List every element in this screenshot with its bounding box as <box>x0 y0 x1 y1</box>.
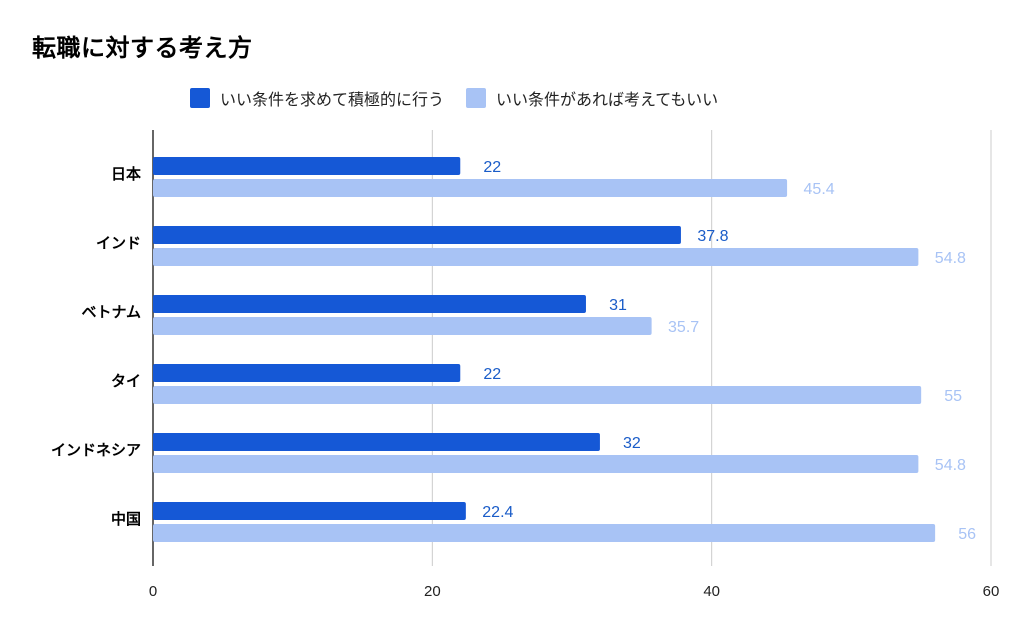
chart-title: 転職に対する考え方 <box>32 34 253 62</box>
category-label: 中国 <box>111 510 141 528</box>
legend-label-series-2: いい条件があれば考えてもいい <box>496 90 719 109</box>
category-label: タイ <box>111 372 141 390</box>
legend-label-series-1: いい条件を求めて積極的に行う <box>220 90 445 109</box>
x-tick-label: 40 <box>703 583 720 600</box>
data-label: 22.4 <box>482 504 513 521</box>
data-label: 56 <box>958 526 976 543</box>
category-label: インドネシア <box>51 441 141 459</box>
bar <box>153 364 461 382</box>
data-label: 31 <box>609 297 627 314</box>
bar <box>153 226 681 244</box>
x-tick-label: 0 <box>149 583 157 600</box>
legend-item-series-1: いい条件を求めて積極的に行う <box>190 86 444 110</box>
bar <box>153 386 922 404</box>
data-label: 54.8 <box>935 250 966 267</box>
data-label: 35.7 <box>668 319 699 336</box>
data-label: 45.4 <box>804 181 835 198</box>
category-label: 日本 <box>111 165 141 183</box>
bar <box>153 157 461 175</box>
category-label: インド <box>96 234 141 252</box>
legend-swatch-series-2 <box>466 88 487 108</box>
bar <box>153 248 919 266</box>
bar <box>153 433 600 451</box>
data-label: 55 <box>944 388 962 405</box>
data-label: 37.8 <box>697 228 728 245</box>
legend: いい条件を求めて積極的に行う いい条件があれば考えてもいい <box>190 86 740 110</box>
x-tick-label: 20 <box>424 583 441 600</box>
category-label: ベトナム <box>81 303 141 321</box>
data-label: 22 <box>483 366 501 383</box>
bar <box>153 295 586 313</box>
x-tick-label: 60 <box>983 583 1000 600</box>
bar <box>153 179 788 197</box>
bar <box>153 455 919 473</box>
bar <box>153 502 466 520</box>
bar <box>153 524 936 542</box>
data-label: 54.8 <box>935 457 966 474</box>
data-label: 32 <box>623 435 641 452</box>
legend-swatch-series-1 <box>190 88 210 108</box>
bar <box>153 317 652 335</box>
data-label: 22 <box>483 159 501 176</box>
legend-item-series-2: いい条件があれば考えてもいい <box>466 86 718 110</box>
